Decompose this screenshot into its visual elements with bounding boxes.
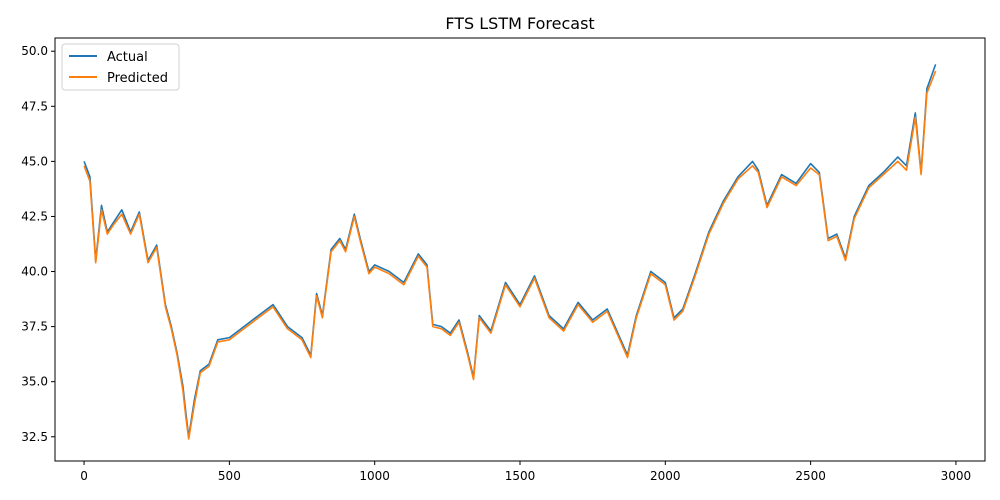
y-tick-label: 50.0 — [21, 44, 48, 58]
x-tick-label: 500 — [218, 469, 241, 483]
chart-title: FTS LSTM Forecast — [445, 14, 594, 33]
x-tick-label: 3000 — [941, 469, 972, 483]
x-tick-label: 0 — [80, 469, 88, 483]
y-axis: 32.5 35.0 37.5 40.0 42.5 45.0 47.5 50.0 — [21, 44, 55, 444]
legend-label-actual: Actual — [107, 50, 148, 65]
y-tick-label: 45.0 — [21, 154, 48, 168]
y-tick-label: 42.5 — [21, 209, 48, 223]
legend: Actual Predicted — [61, 43, 180, 91]
y-tick-label: 37.5 — [21, 320, 48, 334]
x-tick-label: 1500 — [505, 469, 536, 483]
y-tick-label: 32.5 — [21, 430, 48, 444]
y-tick-label: 35.0 — [21, 375, 48, 389]
x-tick-label: 2000 — [650, 469, 681, 483]
y-tick-label: 40.0 — [21, 265, 48, 279]
y-tick-label: 47.5 — [21, 99, 48, 113]
x-tick-label: 2500 — [795, 469, 826, 483]
x-axis: 0 500 1000 1500 2000 2500 3000 — [80, 461, 971, 483]
x-tick-label: 1000 — [359, 469, 390, 483]
series-line-predicted — [83, 70, 937, 440]
legend-label-predicted: Predicted — [107, 71, 168, 86]
plot-area — [83, 64, 937, 440]
series-line-actual — [83, 64, 937, 438]
